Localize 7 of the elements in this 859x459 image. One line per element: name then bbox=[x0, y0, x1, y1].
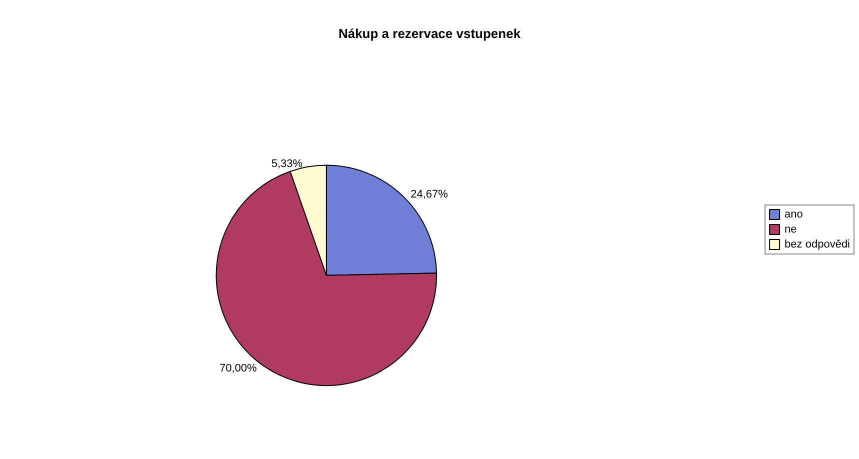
data-label: 5,33% bbox=[271, 158, 303, 170]
legend-label: ne bbox=[784, 224, 797, 236]
chart-title: Nákup a rezervace vstupenek bbox=[338, 26, 522, 41]
data-label: 70,00% bbox=[220, 362, 258, 374]
data-label: 24,67% bbox=[410, 188, 448, 201]
legend-label: ano bbox=[784, 208, 803, 220]
legend-label: bez odpovědi bbox=[784, 238, 850, 250]
